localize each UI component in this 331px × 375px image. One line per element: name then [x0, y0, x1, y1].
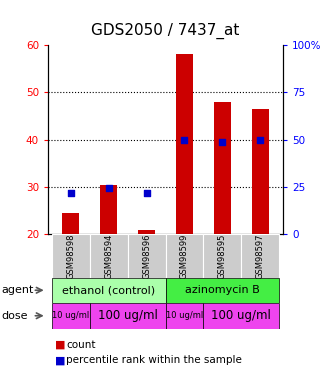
Text: GSM98598: GSM98598	[66, 233, 75, 279]
Text: azinomycin B: azinomycin B	[185, 285, 260, 295]
Text: GSM98599: GSM98599	[180, 233, 189, 279]
Bar	[52, 278, 166, 303]
Bar	[90, 234, 127, 278]
Text: count: count	[66, 340, 96, 350]
Point	[144, 190, 149, 196]
Bar	[204, 303, 279, 328]
Bar	[241, 234, 279, 278]
Bar	[52, 234, 90, 278]
Bar	[204, 234, 241, 278]
Bar	[52, 303, 90, 328]
Bar	[214, 102, 231, 234]
Text: dose: dose	[2, 311, 28, 321]
Text: 100 ug/ml: 100 ug/ml	[98, 309, 158, 322]
Bar	[127, 234, 166, 278]
Bar	[100, 184, 117, 234]
Text: ethanol (control): ethanol (control)	[62, 285, 155, 295]
Bar	[176, 54, 193, 234]
Bar	[138, 230, 155, 234]
Point	[106, 185, 111, 191]
Text: agent: agent	[2, 285, 34, 295]
Text: 100 ug/ml: 100 ug/ml	[212, 309, 271, 322]
Bar	[166, 303, 204, 328]
Point	[182, 137, 187, 143]
Text: GDS2050 / 7437_at: GDS2050 / 7437_at	[91, 23, 240, 39]
Point	[68, 190, 73, 196]
Point	[220, 139, 225, 145]
Bar	[166, 278, 279, 303]
Text: 10 ug/ml: 10 ug/ml	[166, 311, 203, 320]
Text: ■: ■	[55, 340, 65, 350]
Text: GSM98597: GSM98597	[256, 233, 265, 279]
Text: ■: ■	[55, 356, 65, 365]
Point	[258, 137, 263, 143]
Bar	[252, 109, 269, 234]
Bar	[166, 234, 204, 278]
Text: GSM98596: GSM98596	[142, 233, 151, 279]
Text: GSM98594: GSM98594	[104, 233, 113, 279]
Text: 10 ug/ml: 10 ug/ml	[52, 311, 89, 320]
Text: percentile rank within the sample: percentile rank within the sample	[66, 356, 242, 365]
Bar	[90, 303, 166, 328]
Text: GSM98595: GSM98595	[218, 233, 227, 279]
Bar	[62, 213, 79, 234]
